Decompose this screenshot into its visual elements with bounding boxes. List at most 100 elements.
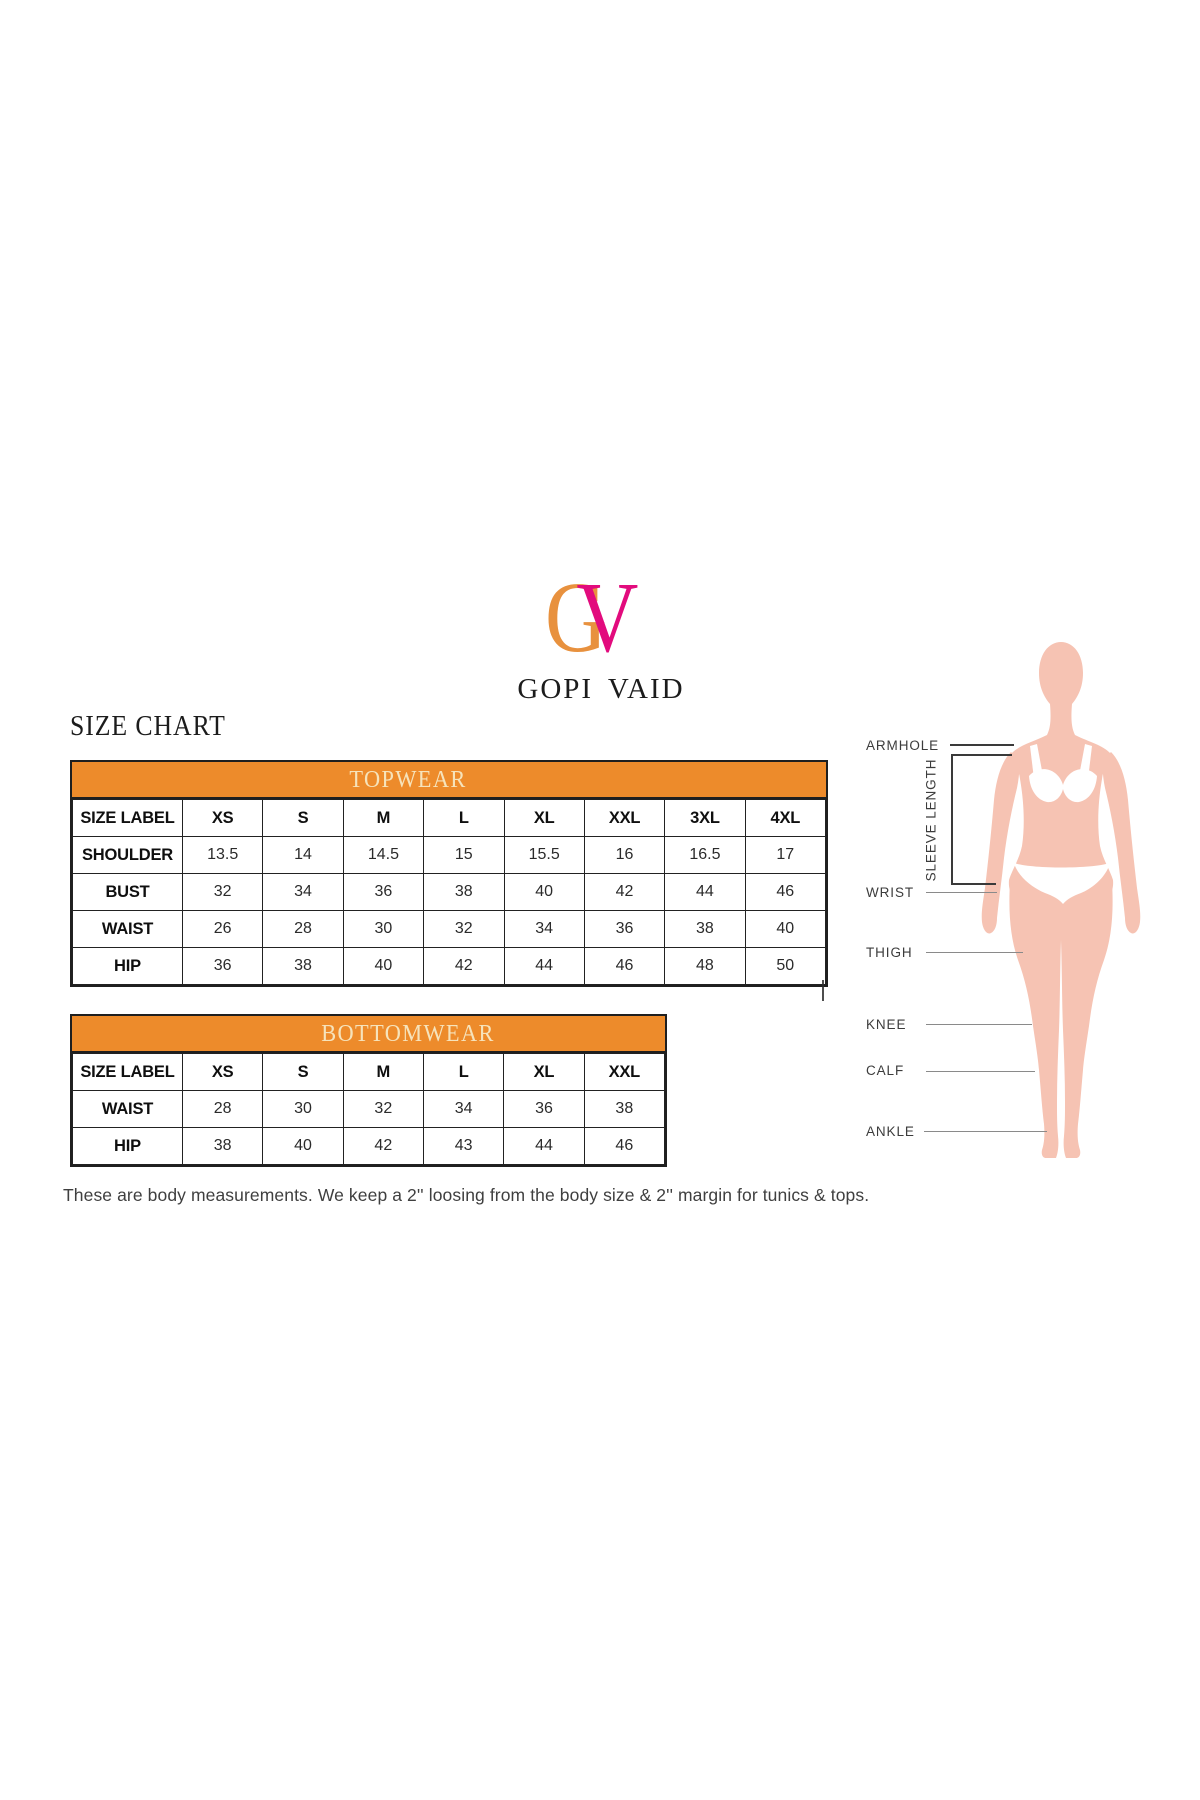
column-header: M xyxy=(342,799,425,837)
size-value: 32 xyxy=(423,910,505,948)
row-label: HIP xyxy=(72,1127,183,1165)
column-header: SIZE LABEL xyxy=(72,1053,183,1091)
column-header: S xyxy=(262,799,344,837)
row-label: BUST xyxy=(72,873,183,911)
column-header: SIZE LABEL xyxy=(72,799,183,837)
size-value: 44 xyxy=(503,947,585,985)
wrist-label: WRIST xyxy=(866,885,914,900)
size-value: 30 xyxy=(342,910,425,948)
size-value: 16.5 xyxy=(664,836,746,874)
topwear-table: TOPWEAR SIZE LABEL XS S M L XL XXL 3XL 4… xyxy=(70,760,828,987)
ankle-pointer-line xyxy=(924,1131,1047,1133)
knee-label: KNEE xyxy=(866,1017,907,1032)
column-header: XL xyxy=(503,1053,585,1091)
table-row: WAIST 26 28 30 32 34 36 38 40 xyxy=(72,910,827,948)
size-value: 36 xyxy=(503,1090,585,1128)
size-value: 15 xyxy=(423,836,505,874)
size-value: 40 xyxy=(262,1127,344,1165)
table-border-artifact xyxy=(822,980,824,1001)
brand-name: GOPI VAID xyxy=(517,673,685,705)
calf-pointer-line xyxy=(926,1071,1035,1073)
column-header: XS xyxy=(181,799,264,837)
size-value: 26 xyxy=(181,910,264,948)
column-header: XS xyxy=(181,1053,264,1091)
size-value: 40 xyxy=(744,910,827,948)
size-value: 16 xyxy=(583,836,666,874)
size-value: 36 xyxy=(342,873,425,911)
topwear-title: TOPWEAR xyxy=(349,767,467,793)
armhole-pointer-line xyxy=(950,744,1014,746)
sleeve-length-label: SLEEVE LENGTH xyxy=(923,758,939,882)
size-value: 17 xyxy=(744,836,827,874)
size-value: 36 xyxy=(181,947,264,985)
size-value: 32 xyxy=(181,873,264,911)
table-row: SHOULDER 13.5 14 14.5 15 15.5 16 16.5 17 xyxy=(72,836,827,874)
logo-letter-g: G xyxy=(545,561,608,673)
calf-label: CALF xyxy=(866,1063,905,1078)
size-value: 48 xyxy=(664,947,746,985)
size-value: 40 xyxy=(342,947,425,985)
bottomwear-title: BOTTOMWEAR xyxy=(321,1021,495,1047)
bottomwear-band: BOTTOMWEAR xyxy=(72,1016,665,1053)
thigh-label: THIGH xyxy=(866,945,913,960)
topwear-band: TOPWEAR xyxy=(72,762,826,799)
column-header: L xyxy=(422,1053,505,1091)
column-header: 3XL xyxy=(664,799,746,837)
column-header: 4XL xyxy=(744,799,827,837)
size-value: 14 xyxy=(262,836,344,874)
column-header: M xyxy=(342,1053,424,1091)
row-label: WAIST xyxy=(72,1090,183,1128)
size-value: 28 xyxy=(181,1090,264,1128)
size-value: 43 xyxy=(422,1127,505,1165)
column-header: XL xyxy=(503,799,585,837)
size-value: 28 xyxy=(262,910,344,948)
table-row: SIZE LABEL XS S M L XL XXL 3XL 4XL xyxy=(72,799,827,837)
table-row: HIP 38 40 42 43 44 46 xyxy=(72,1127,666,1165)
size-value: 38 xyxy=(181,1127,264,1165)
column-header: XXL xyxy=(583,799,666,837)
row-label: HIP xyxy=(72,947,183,985)
knee-pointer-line xyxy=(926,1024,1032,1026)
size-value: 46 xyxy=(583,1127,666,1165)
size-value: 44 xyxy=(664,873,746,911)
sleeve-bracket-bottom-line xyxy=(951,883,996,885)
wrist-pointer-line xyxy=(926,892,997,894)
size-value: 38 xyxy=(583,1090,666,1128)
size-value: 30 xyxy=(262,1090,344,1128)
size-value: 42 xyxy=(583,873,666,911)
size-value: 46 xyxy=(744,873,827,911)
column-header: L xyxy=(423,799,505,837)
column-header: XXL xyxy=(583,1053,666,1091)
size-value: 42 xyxy=(342,1127,424,1165)
table-row: BUST 32 34 36 38 40 42 44 46 xyxy=(72,873,827,911)
size-value: 14.5 xyxy=(342,836,425,874)
table-row: WAIST 28 30 32 34 36 38 xyxy=(72,1090,666,1128)
size-value: 32 xyxy=(342,1090,424,1128)
size-value: 44 xyxy=(503,1127,585,1165)
size-value: 34 xyxy=(503,910,585,948)
logo-letter-v: V xyxy=(576,561,639,673)
size-value: 15.5 xyxy=(503,836,585,874)
size-value: 38 xyxy=(262,947,344,985)
size-value: 50 xyxy=(744,947,827,985)
female-body-silhouette xyxy=(981,642,1141,1158)
row-label: SHOULDER xyxy=(72,836,183,874)
size-value: 46 xyxy=(583,947,666,985)
page-title: SIZE CHART xyxy=(70,711,226,742)
ankle-label: ANKLE xyxy=(866,1124,915,1139)
size-value: 36 xyxy=(583,910,666,948)
table-row: SIZE LABEL XS S M L XL XXL xyxy=(72,1053,666,1091)
row-label: WAIST xyxy=(72,910,183,948)
sleeve-bracket-top-line xyxy=(951,754,1012,756)
armhole-label: ARMHOLE xyxy=(866,738,940,753)
bottomwear-table: BOTTOMWEAR SIZE LABEL XS S M L XL XXL WA… xyxy=(70,1014,667,1167)
footnote: These are body measurements. We keep a 2… xyxy=(63,1185,870,1205)
sleeve-bracket-vertical-line xyxy=(951,754,953,884)
size-value: 34 xyxy=(262,873,344,911)
size-value: 42 xyxy=(423,947,505,985)
table-row: HIP 36 38 40 42 44 46 48 50 xyxy=(72,947,827,985)
size-value: 40 xyxy=(503,873,585,911)
thigh-pointer-line xyxy=(926,952,1023,954)
brand-logo: GV xyxy=(545,567,638,668)
size-value: 38 xyxy=(423,873,505,911)
